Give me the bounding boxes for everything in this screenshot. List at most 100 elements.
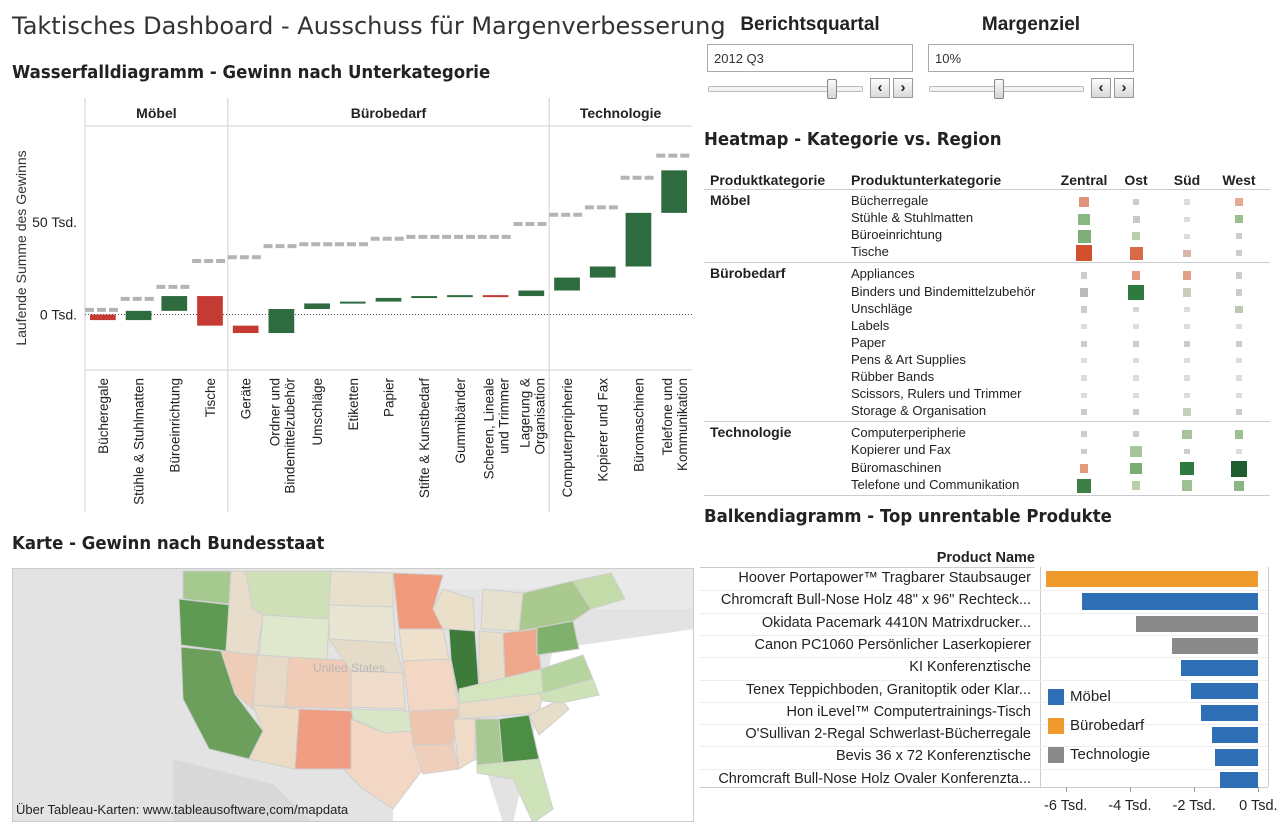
wf-bar[interactable] bbox=[268, 309, 295, 334]
wf-bar[interactable] bbox=[447, 295, 473, 298]
heatmap-cell[interactable] bbox=[1132, 232, 1140, 240]
target-slider[interactable] bbox=[929, 86, 1084, 92]
target-prev-button[interactable]: ‹ bbox=[1091, 78, 1111, 98]
heatmap-cell[interactable] bbox=[1133, 409, 1139, 416]
wf-bar[interactable] bbox=[661, 170, 688, 213]
state-new-york[interactable] bbox=[518, 580, 592, 632]
wf-bar[interactable] bbox=[232, 325, 259, 334]
target-input[interactable]: 10% bbox=[928, 44, 1134, 72]
state-mississippi[interactable] bbox=[452, 718, 476, 770]
quarter-prev-button[interactable]: ‹ bbox=[870, 78, 890, 98]
state-north-dakota[interactable] bbox=[328, 570, 394, 608]
bar[interactable] bbox=[1181, 660, 1259, 677]
us-map[interactable]: United States bbox=[13, 569, 694, 822]
heatmap-cell[interactable] bbox=[1081, 324, 1087, 330]
heatmap-cell[interactable] bbox=[1128, 284, 1144, 301]
state-minnesota[interactable] bbox=[392, 572, 444, 630]
heatmap-cell[interactable] bbox=[1080, 306, 1088, 313]
bar[interactable] bbox=[1190, 682, 1259, 699]
state-virginia[interactable] bbox=[540, 654, 594, 694]
wf-bar[interactable] bbox=[89, 314, 116, 321]
wf-bar[interactable] bbox=[589, 266, 616, 278]
state-montana[interactable] bbox=[244, 570, 332, 620]
heatmap-cell[interactable] bbox=[1236, 392, 1242, 398]
wf-bar[interactable] bbox=[304, 303, 330, 309]
wf-bar[interactable] bbox=[625, 212, 652, 267]
heatmap-cell[interactable] bbox=[1182, 408, 1192, 417]
quarter-next-button[interactable]: › bbox=[893, 78, 913, 98]
state-alabama[interactable] bbox=[474, 718, 504, 766]
heatmap-cell[interactable] bbox=[1131, 481, 1141, 490]
quarter-input[interactable]: 2012 Q3 bbox=[707, 44, 913, 72]
heatmap-cell[interactable] bbox=[1235, 409, 1243, 416]
bar[interactable] bbox=[1171, 637, 1259, 655]
heatmap-cell[interactable] bbox=[1076, 245, 1092, 262]
bar[interactable] bbox=[1211, 727, 1259, 744]
heatmap-cell[interactable] bbox=[1236, 375, 1242, 381]
heatmap-cell[interactable] bbox=[1129, 246, 1143, 260]
heatmap-cell[interactable] bbox=[1236, 358, 1242, 364]
heatmap-cell[interactable] bbox=[1079, 197, 1089, 207]
heatmap-cell[interactable] bbox=[1132, 198, 1140, 206]
heatmap-cell[interactable] bbox=[1184, 340, 1190, 347]
state-arizona[interactable] bbox=[248, 704, 300, 770]
heatmap-cell[interactable] bbox=[1182, 288, 1192, 297]
wf-bar[interactable] bbox=[375, 297, 402, 302]
state-wyoming[interactable] bbox=[258, 614, 330, 662]
heatmap-cell[interactable] bbox=[1081, 340, 1087, 347]
heatmap-cell[interactable] bbox=[1077, 229, 1091, 243]
heatmap-cell[interactable] bbox=[1180, 461, 1194, 476]
quarter-slider-thumb[interactable] bbox=[826, 79, 837, 99]
wf-bar[interactable] bbox=[125, 310, 152, 321]
target-next-button[interactable]: › bbox=[1114, 78, 1134, 98]
bar[interactable] bbox=[1136, 615, 1259, 632]
state-florida[interactable] bbox=[476, 758, 554, 822]
heatmap-cell[interactable] bbox=[1130, 445, 1142, 457]
wf-bar[interactable] bbox=[161, 296, 188, 311]
heatmap-cell[interactable] bbox=[1235, 272, 1243, 279]
heatmap-cell[interactable] bbox=[1079, 288, 1089, 297]
heatmap-cell[interactable] bbox=[1133, 358, 1139, 364]
heatmap-cell[interactable] bbox=[1133, 324, 1139, 330]
heatmap-cell[interactable] bbox=[1183, 249, 1191, 258]
heatmap-cell[interactable] bbox=[1132, 215, 1140, 223]
state-washington[interactable] bbox=[182, 570, 232, 605]
heatmap-cell[interactable] bbox=[1184, 448, 1190, 455]
heatmap-cell[interactable] bbox=[1133, 306, 1139, 313]
heatmap-cell[interactable] bbox=[1236, 324, 1242, 330]
wf-bar[interactable] bbox=[482, 295, 509, 298]
state-missouri[interactable] bbox=[402, 658, 460, 712]
state-south-dakota[interactable] bbox=[328, 604, 396, 644]
heatmap-cell[interactable] bbox=[1181, 480, 1193, 491]
heatmap-cell[interactable] bbox=[1231, 460, 1247, 477]
heatmap-cell[interactable] bbox=[1184, 392, 1190, 398]
heatmap-cell[interactable] bbox=[1234, 215, 1244, 224]
quarter-slider[interactable] bbox=[708, 86, 863, 92]
heatmap-cell[interactable] bbox=[1133, 375, 1139, 381]
heatmap-cell[interactable] bbox=[1234, 480, 1244, 491]
heatmap-cell[interactable] bbox=[1133, 392, 1139, 398]
bar[interactable] bbox=[1219, 771, 1259, 788]
heatmap-cell[interactable] bbox=[1184, 199, 1190, 205]
wf-bar[interactable] bbox=[339, 301, 366, 304]
heatmap-cell[interactable] bbox=[1130, 462, 1142, 475]
heatmap-cell[interactable] bbox=[1235, 233, 1243, 240]
wf-bar[interactable] bbox=[518, 290, 545, 297]
heatmap-cell[interactable] bbox=[1235, 305, 1243, 314]
state-michigan[interactable] bbox=[480, 588, 524, 632]
bar[interactable] bbox=[1046, 571, 1259, 588]
heatmap-cell[interactable] bbox=[1184, 375, 1190, 381]
wf-bar[interactable] bbox=[554, 277, 580, 291]
heatmap-cell[interactable] bbox=[1184, 324, 1190, 330]
heatmap-cell[interactable] bbox=[1081, 392, 1087, 398]
state-south-carolina[interactable] bbox=[528, 698, 570, 736]
heatmap-cell[interactable] bbox=[1078, 213, 1090, 225]
state-utah[interactable] bbox=[252, 654, 290, 708]
bar[interactable] bbox=[1215, 749, 1259, 766]
heatmap-cell[interactable] bbox=[1182, 429, 1192, 439]
heatmap-cell[interactable] bbox=[1236, 448, 1242, 454]
state-oregon[interactable] bbox=[178, 598, 232, 652]
heatmap-cell[interactable] bbox=[1131, 271, 1141, 280]
state-arkansas[interactable] bbox=[408, 708, 460, 746]
heatmap-cell[interactable] bbox=[1236, 340, 1242, 347]
